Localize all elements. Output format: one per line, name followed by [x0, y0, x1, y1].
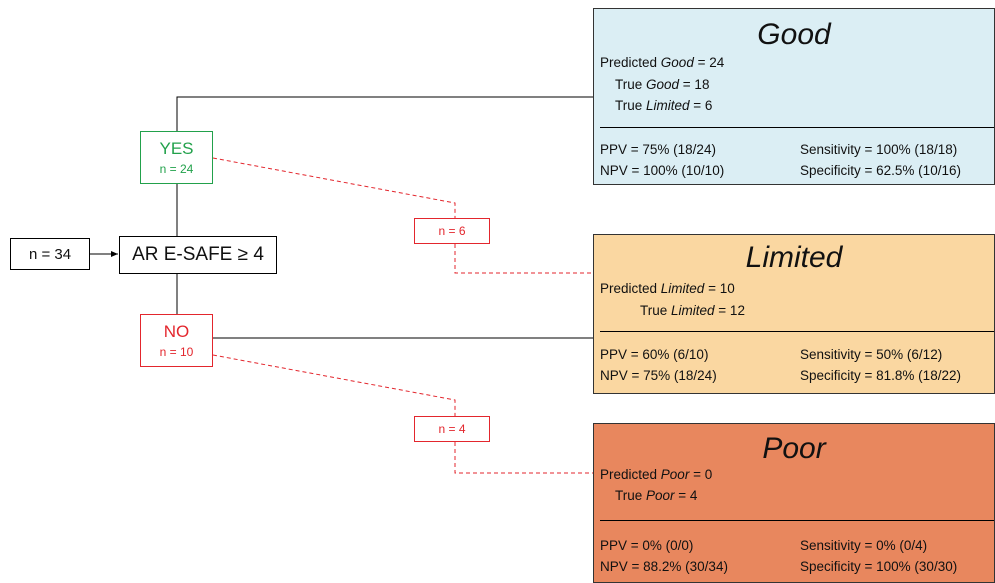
true-line: True Poor = 4 [615, 488, 698, 503]
no-misclassified-dashed-line [212, 354, 456, 416]
specificity-value: Specificity = 81.8% (18/22) [800, 368, 961, 383]
npv-value: NPV = 88.2% (30/34) [600, 559, 728, 574]
yes-to-good-line [176, 96, 593, 131]
no-count: n = 10 [159, 344, 194, 359]
ppv-value: PPV = 60% (6/10) [600, 347, 709, 362]
decision-node: AR E-SAFE ≥ 4 [119, 236, 277, 274]
predicted-line: Predicted Good = 24 [600, 55, 725, 70]
no-misclassified-node: n = 4 [414, 416, 490, 442]
true-line: True Limited = 6 [615, 98, 713, 113]
predicted-line: Predicted Limited = 10 [600, 281, 735, 296]
outcome-good-panel: Good Predicted Good = 24 True Good = 18 … [593, 8, 995, 185]
outcome-title: Good [757, 18, 831, 51]
true-line: True Good = 18 [615, 77, 710, 92]
outcome-title: Limited [745, 241, 843, 274]
npv-value: NPV = 75% (18/24) [600, 368, 717, 383]
yes-misclassified-label: n = 6 [438, 224, 466, 238]
yes-branch-node: YES n = 24 [140, 131, 213, 184]
specificity-value: Specificity = 62.5% (10/16) [800, 163, 961, 178]
yes-misclassified-node: n = 6 [414, 218, 490, 244]
no-misclassified-to-poor-dashed-line [454, 442, 593, 474]
outcome-poor-panel: Poor Predicted Poor = 0 True Poor = 4 PP… [593, 423, 995, 583]
divider [600, 331, 994, 332]
divider [600, 127, 994, 128]
yes-misclassified-dashed-line [212, 157, 456, 218]
predicted-line: Predicted Poor = 0 [600, 467, 713, 482]
no-label: NO [163, 321, 190, 341]
divider [600, 520, 994, 521]
npv-value: NPV = 100% (10/10) [600, 163, 725, 178]
sensitivity-value: Sensitivity = 100% (18/18) [800, 142, 958, 157]
no-branch-node: NO n = 10 [140, 314, 213, 367]
true-line: True Limited = 12 [640, 303, 745, 318]
sensitivity-value: Sensitivity = 50% (6/12) [800, 347, 943, 362]
yes-label: YES [159, 138, 194, 158]
no-misclassified-label: n = 4 [438, 422, 466, 436]
ppv-value: PPV = 75% (18/24) [600, 142, 716, 157]
total-sample-label: n = 34 [28, 245, 72, 263]
yes-count: n = 24 [159, 161, 194, 176]
yes-misclassified-to-limited-dashed-line [454, 244, 593, 274]
ppv-value: PPV = 0% (0/0) [600, 538, 694, 553]
total-sample-node: n = 34 [10, 238, 90, 270]
decision-label: AR E-SAFE ≥ 4 [132, 244, 264, 265]
specificity-value: Specificity = 100% (30/30) [800, 559, 958, 574]
sensitivity-value: Sensitivity = 0% (0/4) [800, 538, 928, 553]
outcome-title: Poor [762, 432, 826, 465]
outcome-limited-panel: Limited Predicted Limited = 10 True Limi… [593, 234, 995, 394]
